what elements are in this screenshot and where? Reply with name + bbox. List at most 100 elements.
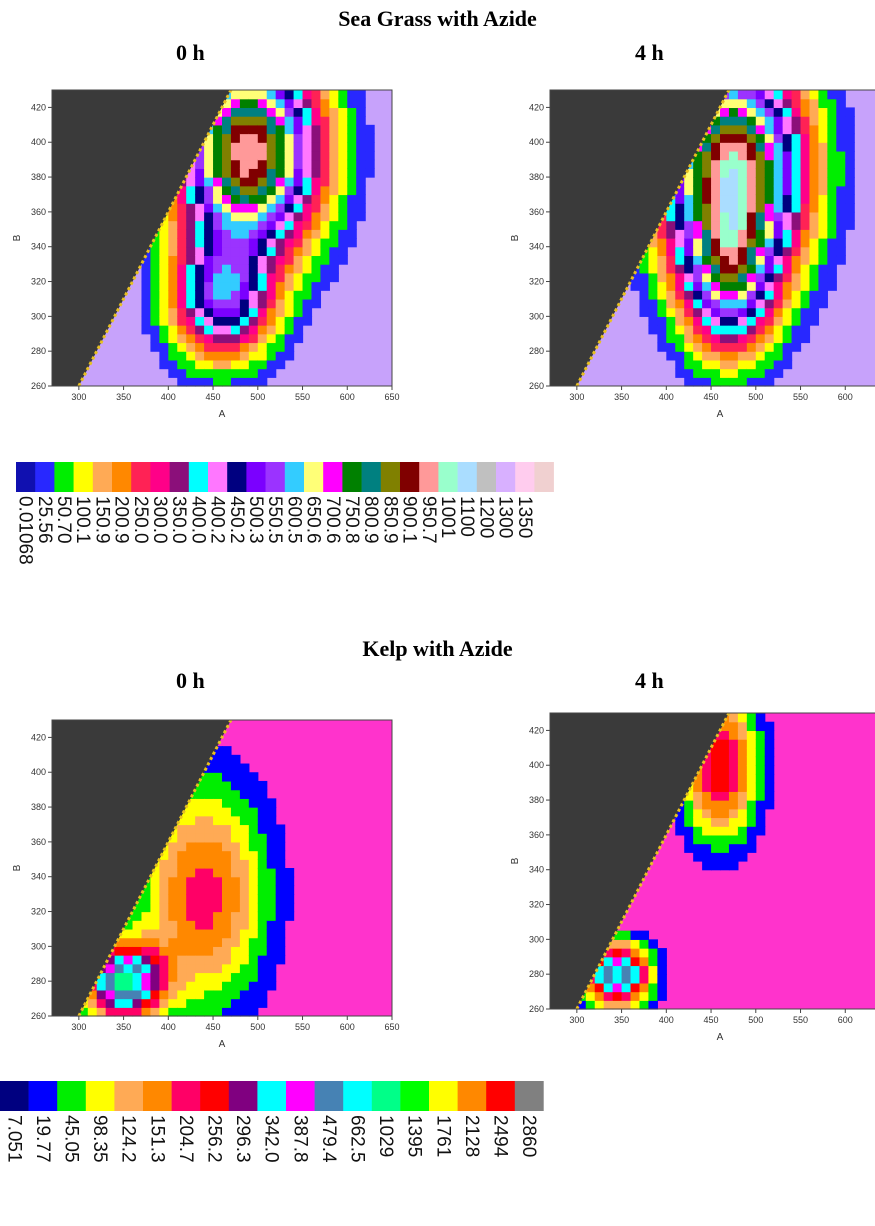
heatmap-cell [720,834,730,845]
x-tick-label: 650 [384,392,399,402]
heatmap-cell [666,298,676,309]
heatmap-cell [114,1007,125,1017]
heatmap-cell [195,815,205,826]
heatmap-cell [222,342,232,352]
heatmap-cell [356,98,366,109]
heatmap-cell [186,859,196,869]
heatmap-cell [782,98,793,109]
heatmap-cell [257,885,268,895]
heatmap-cell [230,824,241,834]
heatmap-cell [827,133,837,143]
heatmap-cell [728,185,739,196]
heatmap-cell [284,185,295,196]
x-tick-label: 300 [71,392,86,402]
heatmap-cell [791,316,802,326]
heatmap-cell [239,894,250,904]
heatmap-cell [728,194,739,204]
section-title-kelp: Kelp with Azide [362,636,513,661]
heatmap-cell [764,177,775,187]
heatmap-cell [648,1000,658,1010]
heatmap-cell [630,1000,641,1010]
heatmap-cell [150,1007,160,1017]
heatmap-cell [177,238,187,248]
heatmap-cell [302,211,313,222]
heatmap-cell [737,255,748,265]
heatmap-cell [773,298,784,309]
heatmap-cell [293,246,304,257]
heatmap-cell [845,168,855,178]
heatmap-cell [159,920,169,930]
heatmap-cell [222,246,232,257]
y-tick-label: 300 [529,311,544,321]
heatmap-cell [168,316,178,326]
colorbar-label: 98.35 [89,1115,110,1163]
heatmap-cell [186,824,196,834]
heatmap-cell [311,272,322,283]
heatmap-cell [186,316,196,326]
heatmap-cell [186,281,196,291]
heatmap-cell [693,203,703,213]
heatmap-cell [675,203,685,213]
heatmap-cell [222,946,232,956]
heatmap-cell [755,307,766,317]
heatmap-cell [728,325,739,335]
heatmap-cell [809,238,820,248]
heatmap-cell [222,868,232,878]
heatmap-cell [266,928,277,939]
heatmap-cell [800,168,811,178]
heatmap-cell [248,946,259,956]
heatmap-cell [213,763,223,773]
heatmap-cell [168,290,178,300]
colorbar-label: 387.8 [289,1115,310,1163]
heatmap-cell [222,746,232,756]
heatmap-cell [239,264,250,274]
heatmap-cell [639,956,650,967]
heatmap-cell [248,963,259,974]
heatmap-cell [177,281,187,291]
heatmap-cell [275,90,286,100]
colorbar-label: 1350 [514,496,535,538]
colorbar-label: 1761 [432,1115,453,1157]
heatmap-cell [230,229,241,239]
heatmap-cell [764,730,775,740]
heatmap-cell [648,974,658,984]
heatmap-cell [222,281,232,291]
heatmap-cell [222,885,232,895]
heatmap-cell [186,246,196,257]
heatmap-cell [684,185,694,196]
heatmap-cell [248,90,259,100]
heatmap-cell [773,290,784,300]
heatmap-cell [204,272,214,283]
heatmap-svg: 3003504004505005506006502602803003203403… [510,712,875,1043]
heatmap-cell [204,159,214,169]
heatmap-cell [141,290,152,300]
heatmap-cell [177,325,187,335]
heatmap-cell [168,264,178,274]
heatmap-cell [168,911,178,921]
heatmap-cell [702,229,712,239]
heatmap-cell [329,133,339,143]
heatmap-cell [257,911,268,921]
heatmap-seagrass-0h: 300 350 400 450 500 550 600 650 260 280 300 320 340 3… [12,89,402,422]
heatmap-cell [356,168,366,178]
heatmap-cell [764,307,775,317]
heatmap-cell [293,90,304,100]
heatmap-cell [230,937,241,947]
heatmap-cell [630,991,641,1001]
heatmap-cell [204,946,214,956]
heatmap-cell [159,859,169,869]
colorbar-label: 1200 [475,496,496,538]
colorbar-swatch [486,1081,516,1111]
heatmap-cell [720,98,730,109]
heatmap-cell [213,876,223,887]
heatmap-cell [248,1007,259,1017]
heatmap-cell [213,807,223,817]
heatmap-cell [168,946,178,956]
heatmap-cell [257,937,268,947]
heatmap-cell [222,133,232,143]
heatmap-cell [204,316,214,326]
heatmap-cell [114,998,125,1008]
heatmap-cell [612,948,623,958]
heatmap-cell [177,185,187,196]
heatmap-cell [684,808,694,819]
